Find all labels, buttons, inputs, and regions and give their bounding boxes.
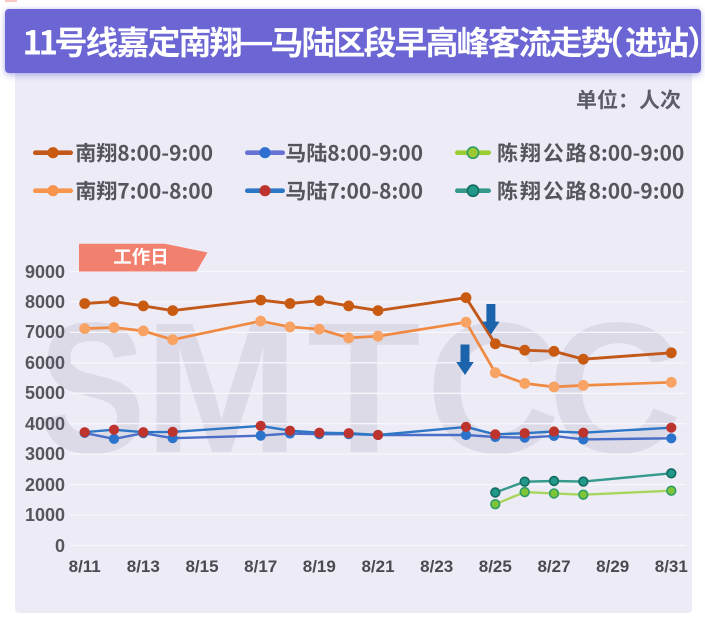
svg-text:C: C — [548, 285, 682, 492]
svg-text:M: M — [144, 285, 299, 492]
svg-text:T: T — [307, 285, 421, 492]
svg-text:S: S — [38, 283, 146, 491]
